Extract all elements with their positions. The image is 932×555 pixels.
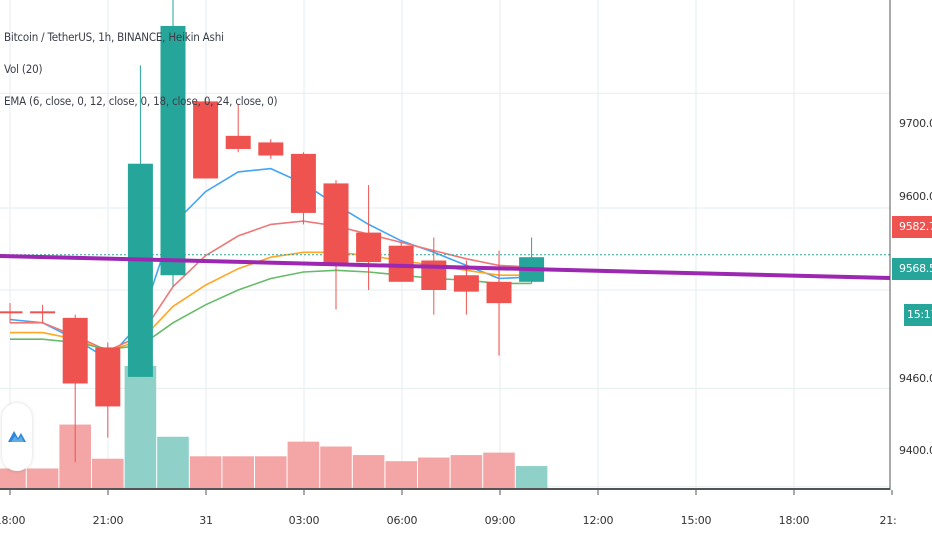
volume-bar bbox=[92, 458, 124, 488]
volume-bar bbox=[320, 446, 352, 488]
reference-price-tag: 9582.70 bbox=[892, 216, 932, 238]
time-tick-label: 15:00 bbox=[680, 514, 712, 527]
time-tick-label: 09:00 bbox=[484, 514, 516, 527]
volume-bar bbox=[0, 468, 26, 488]
candle-body bbox=[0, 311, 23, 314]
candle-body bbox=[95, 347, 121, 407]
volume-bar bbox=[255, 456, 287, 488]
candle-body bbox=[356, 232, 382, 263]
volume-bar bbox=[26, 468, 59, 488]
candle-body bbox=[258, 142, 284, 156]
price-tick-label: 9460.00 bbox=[899, 372, 932, 385]
last-price-tag: 9568.54 bbox=[892, 258, 932, 280]
volume-bar bbox=[450, 455, 483, 488]
volume-indicator-label[interactable]: Vol (20) bbox=[4, 62, 43, 76]
volume-bar bbox=[352, 455, 385, 488]
ema-line-4 bbox=[10, 269, 532, 350]
candle-body bbox=[225, 135, 251, 149]
candle-body bbox=[193, 101, 219, 179]
chart-title: Bitcoin / TetherUS, 1h, BINANCE, Heikin … bbox=[4, 30, 224, 44]
time-tick-label: 03:00 bbox=[288, 514, 320, 527]
candle-body bbox=[290, 153, 316, 213]
ema-indicator-label[interactable]: EMA (6, close, 0, 12, close, 0, 18, clos… bbox=[4, 94, 278, 108]
time-tick-label: 18:00 bbox=[778, 514, 810, 527]
time-tick-label: 21: bbox=[879, 514, 897, 527]
candle-body bbox=[62, 317, 88, 384]
candle-body bbox=[127, 163, 153, 377]
tradingview-logo-icon bbox=[8, 431, 26, 442]
candle-body bbox=[160, 25, 186, 276]
time-tick-label: 06:00 bbox=[386, 514, 418, 527]
time-tick-label: 31 bbox=[199, 514, 213, 527]
price-tick-label: 9700.00 bbox=[899, 117, 932, 130]
candle-body bbox=[486, 281, 512, 304]
trendline bbox=[0, 254, 891, 280]
countdown-tag: 15:17 bbox=[904, 304, 932, 326]
price-tick-label: 9600.00 bbox=[899, 190, 932, 203]
volume-bar bbox=[189, 456, 222, 488]
candle-body bbox=[30, 311, 56, 314]
volume-bar bbox=[124, 366, 157, 488]
volume-bar bbox=[515, 466, 548, 488]
time-tick-label: 18:00 bbox=[0, 514, 26, 527]
ema-line-2 bbox=[10, 220, 532, 352]
price-tick-label: 9400.00 bbox=[899, 444, 932, 457]
volume-bar bbox=[483, 452, 515, 488]
tradingview-logo bbox=[2, 403, 32, 471]
volume-bar bbox=[287, 441, 320, 488]
time-tick-label: 21:00 bbox=[92, 514, 124, 527]
volume-bar bbox=[418, 457, 450, 488]
time-tick-label: 12:00 bbox=[582, 514, 614, 527]
candle-body bbox=[453, 275, 479, 292]
volume-bar bbox=[157, 436, 189, 488]
volume-bar bbox=[222, 456, 254, 488]
candle-body bbox=[323, 183, 349, 264]
volume-bar bbox=[385, 461, 417, 488]
